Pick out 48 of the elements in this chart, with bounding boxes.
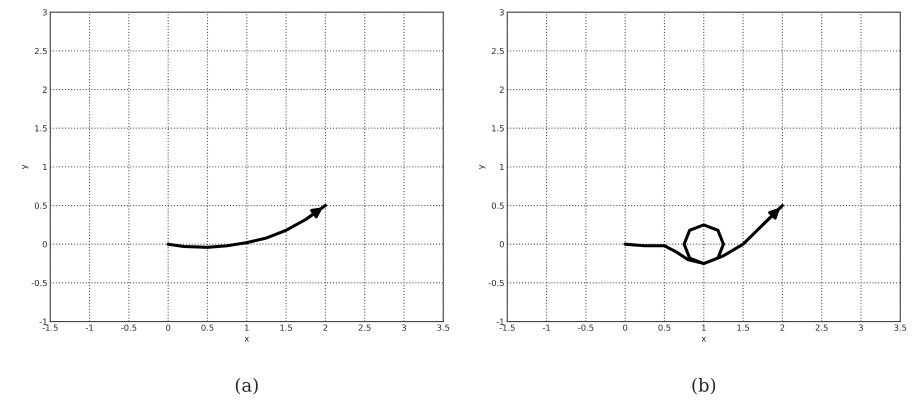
y-tick-label: -0.5 xyxy=(488,280,504,286)
x-tick-label: 0.5 xyxy=(658,324,670,331)
line-series xyxy=(624,204,784,266)
x-tick-label: -0.5 xyxy=(578,324,594,331)
x-tick-label: 3.5 xyxy=(437,324,450,331)
y-tick-label: -1 xyxy=(40,318,47,325)
y-tick-label: 2.5 xyxy=(34,48,47,54)
text: (a) xyxy=(236,378,258,394)
x-tick-label: 1.5 xyxy=(737,324,749,331)
y-tick-label: -1 xyxy=(496,318,504,325)
y-tick-label: 0 xyxy=(42,241,47,248)
y-axis-title: y xyxy=(22,164,28,170)
x-tick-label: 3 xyxy=(858,324,863,331)
x-tick-label: -1.5 xyxy=(42,324,58,331)
x-tick-label: 2 xyxy=(780,324,784,331)
x-tick-label: 1 xyxy=(245,324,249,331)
x-tick-label: 2 xyxy=(323,324,328,331)
x-tick-label: 3 xyxy=(402,324,406,331)
y-tick-label: 1 xyxy=(43,164,47,170)
x-tick-label: 1 xyxy=(702,324,706,331)
x-tick-label: 2.5 xyxy=(816,324,828,331)
x-tick-label: -1 xyxy=(542,324,550,331)
x-axis-title: x xyxy=(702,336,706,342)
x-tick-label: -1 xyxy=(86,324,93,331)
x-axis-title: x xyxy=(244,336,249,342)
y-tick-label: 0.5 xyxy=(34,202,47,209)
x-tick-label: 3.5 xyxy=(894,324,906,331)
x-tick-label: -1.5 xyxy=(500,324,515,331)
x-tick-label: 1.5 xyxy=(280,324,292,331)
x-tick-label: 2.5 xyxy=(358,324,371,331)
y-tick-label: 1.5 xyxy=(35,125,47,132)
y-tick-label: 3 xyxy=(42,9,47,16)
y-tick-label: 0.5 xyxy=(492,202,504,209)
y-tick-label: 2.5 xyxy=(492,48,504,54)
y-tick-label: -0.5 xyxy=(32,280,47,286)
y-tick-label: 2 xyxy=(42,86,47,93)
y-axis-title: y xyxy=(479,164,486,170)
y-tick-label: 1 xyxy=(500,164,504,170)
x-tick-label: 0.5 xyxy=(201,324,214,331)
text: (b) xyxy=(692,378,716,394)
line-series xyxy=(166,204,327,249)
y-tick-label: 3 xyxy=(500,9,504,16)
x-tick-label: 0 xyxy=(166,324,170,331)
y-tick-label: 1.5 xyxy=(492,125,504,132)
y-tick-label: 2 xyxy=(500,86,504,93)
x-tick-label: -0.5 xyxy=(121,324,136,331)
y-tick-label: 0 xyxy=(500,241,504,248)
x-tick-label: 0 xyxy=(623,324,628,331)
